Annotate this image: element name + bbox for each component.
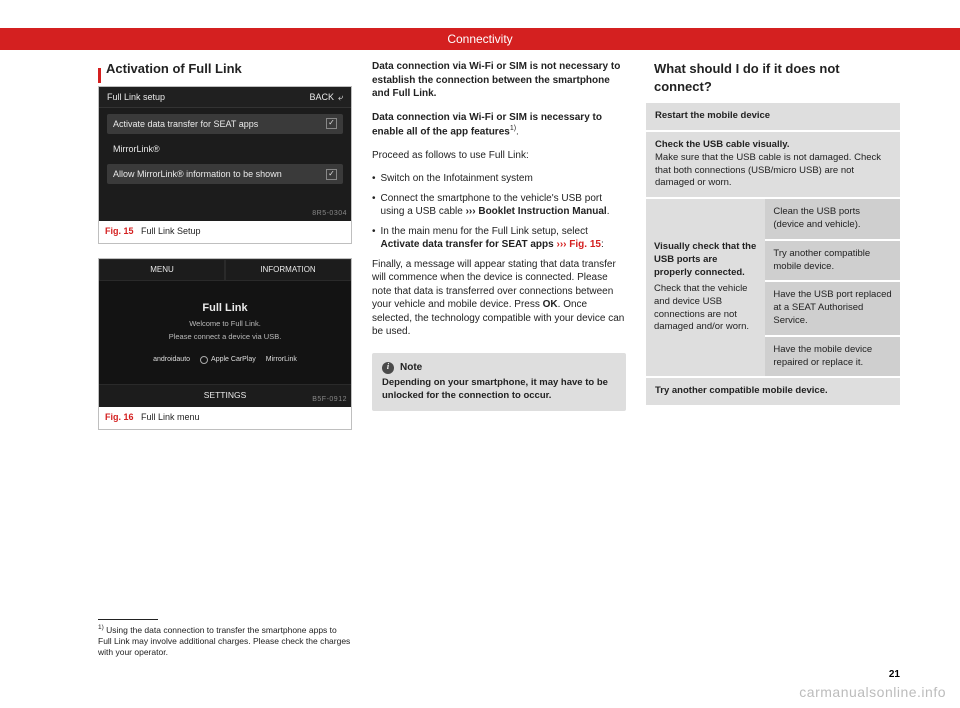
fig15-row-3[interactable]: Allow MirrorLink® information to be show…	[107, 164, 343, 184]
fig16-caption-text: Full Link menu	[141, 412, 200, 422]
fig15-row-2[interactable]: MirrorLink®	[107, 139, 343, 159]
fig16-caption-num: Fig. 16	[105, 412, 134, 422]
figure-15: Full Link setup BACK ⤶ Activate data tra…	[98, 86, 352, 244]
troubleshoot-table: Restart the mobile device Check the USB …	[646, 103, 900, 407]
carplay-logo: Apple CarPlay	[200, 355, 256, 364]
r3-c3: Have the USB port replaced at a SEAT Aut…	[765, 282, 900, 336]
c2-bullet-1: Switch on the Infotainment system	[372, 172, 626, 186]
r3-c1: Clean the USB ports (device and vehicle)…	[765, 199, 900, 241]
column-1: Activation of Full Link Full Link setup …	[98, 60, 352, 658]
carplay-label: Apple CarPlay	[211, 355, 256, 364]
c2-b3e: :	[601, 239, 604, 250]
c2-p4b: OK	[543, 299, 558, 310]
c2-b2: Connect the smartphone to the vehicle's …	[381, 192, 626, 219]
r2-hd: Check the USB cable visually.	[655, 139, 789, 150]
fig16-title: Full Link	[202, 301, 247, 316]
c2-bullet-3: In the main menu for the Full Link setup…	[372, 225, 626, 252]
r3-left: Visually check that the USB ports are pr…	[646, 199, 765, 376]
r2-bd: Make sure that the USB cable is not dama…	[655, 152, 881, 189]
fig16-topbar: MENU INFORMATION	[99, 259, 351, 282]
fig15-back-label: BACK	[309, 91, 334, 103]
androidauto-label: androidauto	[153, 355, 190, 364]
c2-b2b: ››› Booklet Instruction Manual	[466, 206, 607, 217]
fig16-logos: androidauto Apple CarPlay MirrorLink	[153, 355, 297, 364]
page-number: 21	[889, 669, 900, 680]
column-3: What should I do if it does not connect?…	[646, 60, 900, 658]
c2-b3a: In the main menu for the Full Link setup…	[381, 226, 588, 237]
androidauto-logo: androidauto	[153, 355, 190, 364]
checkbox-icon: ✓	[326, 118, 337, 129]
c2-p1: Data connection via Wi-Fi or SIM is not …	[372, 60, 626, 101]
table-row: Try another compatible mobile device.	[646, 378, 900, 407]
fig15-row2-label: MirrorLink®	[113, 143, 160, 155]
note-label: Note	[400, 361, 422, 375]
apple-icon	[200, 356, 208, 364]
fig16-mid: Full Link Welcome to Full Link. Please c…	[99, 281, 351, 384]
page: Connectivity Activation of Full Link Ful…	[0, 0, 960, 708]
checkbox-icon: ✓	[326, 169, 337, 180]
footnote: 1) Using the data connection to transfer…	[98, 624, 352, 658]
fig16-code: B5F-0912	[312, 395, 347, 404]
watermark: carmanualsonline.info	[799, 684, 946, 700]
fig16-screen: MENU INFORMATION Full Link Welcome to Fu…	[99, 259, 351, 407]
r3-c4: Have the mobile device repaired or repla…	[765, 337, 900, 377]
c2-p2a: Data connection via Wi-Fi or SIM is nece…	[372, 112, 602, 138]
c2-p3: Proceed as follows to use Full Link:	[372, 149, 626, 163]
fig16-sub1: Welcome to Full Link.	[189, 319, 261, 329]
info-icon: i	[382, 362, 394, 374]
col1-heading: Activation of Full Link	[98, 60, 352, 78]
fig15-row3-label: Allow MirrorLink® information to be show…	[113, 168, 282, 180]
fig16-sub2: Please connect a device via USB.	[169, 332, 282, 342]
c2-p2-sup: 1)	[510, 125, 516, 132]
column-2: Data connection via Wi-Fi or SIM is not …	[372, 60, 626, 658]
figure-16: MENU INFORMATION Full Link Welcome to Fu…	[98, 258, 352, 430]
footnote-marker: 1)	[98, 624, 104, 631]
c2-b3d: ››› Fig. 15	[557, 239, 601, 250]
c2-p4: Finally, a message will appear stating t…	[372, 258, 626, 339]
fig15-code: 8R5-0304	[312, 209, 347, 218]
footnote-text: Using the data connection to transfer th…	[98, 625, 350, 657]
c2-b3: In the main menu for the Full Link setup…	[381, 225, 626, 252]
note-header: i Note	[382, 361, 616, 375]
note-body: Depending on your smartphone, it may hav…	[382, 377, 616, 403]
c2-bullet-2: Connect the smartphone to the vehicle's …	[372, 192, 626, 219]
r3-c2: Try another compatible mobile device.	[765, 241, 900, 283]
fig16-caption: Fig. 16 Full Link menu	[99, 407, 351, 429]
fig15-screen: Full Link setup BACK ⤶ Activate data tra…	[99, 87, 351, 221]
mirrorlink-logo: MirrorLink	[266, 355, 297, 364]
c2-b3b: Activate data transfer for SEAT apps	[381, 239, 554, 250]
fig16-tab-menu[interactable]: MENU	[99, 259, 225, 282]
section-header: Connectivity	[0, 28, 960, 50]
col3-heading: What should I do if it does not connect?	[646, 60, 900, 95]
columns: Activation of Full Link Full Link setup …	[98, 60, 900, 658]
fig15-caption-text: Full Link Setup	[141, 226, 201, 236]
r3-left-bd: Check that the vehicle and device USB co…	[654, 283, 757, 334]
back-arrow-icon: ⤶	[338, 91, 343, 103]
r4-hd: Try another compatible mobile device.	[655, 385, 828, 396]
c2-b2c: .	[607, 206, 610, 217]
footnote-rule	[98, 619, 158, 620]
c2-p2: Data connection via Wi-Fi or SIM is nece…	[372, 111, 626, 139]
fig15-row-1[interactable]: Activate data transfer for SEAT apps ✓	[107, 114, 343, 134]
fig15-caption-num: Fig. 15	[105, 226, 134, 236]
note-box: i Note Depending on your smartphone, it …	[372, 353, 626, 411]
r3-left-hd: Visually check that the USB ports are pr…	[654, 241, 757, 279]
fig15-caption: Fig. 15 Full Link Setup	[99, 221, 351, 243]
fig16-tab-info[interactable]: INFORMATION	[225, 259, 351, 282]
fig15-list: Activate data transfer for SEAT apps ✓ M…	[99, 108, 351, 195]
c2-b1: Switch on the Infotainment system	[381, 172, 533, 186]
r1-hd: Restart the mobile device	[655, 110, 770, 121]
table-row: Restart the mobile device	[646, 103, 900, 132]
table-row: Check the USB cable visually. Make sure …	[646, 132, 900, 199]
fig15-title: Full Link setup	[107, 91, 165, 103]
fig15-topbar: Full Link setup BACK ⤶	[99, 87, 351, 108]
fig15-row1-label: Activate data transfer for SEAT apps	[113, 118, 258, 130]
mirrorlink-label: MirrorLink	[266, 355, 297, 364]
fig15-back-button[interactable]: BACK ⤶	[309, 91, 343, 103]
table-row-split: Visually check that the USB ports are pr…	[646, 199, 900, 378]
r3-right: Clean the USB ports (device and vehicle)…	[765, 199, 900, 376]
